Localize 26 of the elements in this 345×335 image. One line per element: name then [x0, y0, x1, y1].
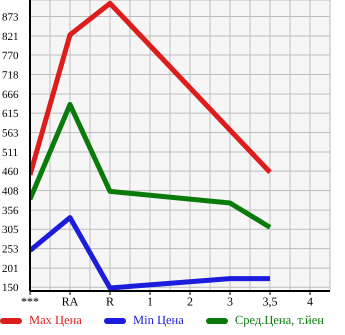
- y-tick-label: 356: [2, 205, 19, 218]
- y-tick-label: 563: [2, 127, 19, 140]
- legend-label: Сред.Цена, т.йен: [234, 313, 324, 328]
- y-tick-label: 460: [2, 166, 19, 178]
- legend-label: Min Цена: [132, 313, 184, 328]
- legend-label: Max Цена: [28, 313, 82, 328]
- x-tick-label: RA: [62, 294, 79, 309]
- y-tick-label: 718: [2, 69, 19, 82]
- y-tick-label: 770: [2, 50, 19, 62]
- y-tick-label: 305: [2, 224, 19, 236]
- y-tick-label: 511: [2, 146, 18, 159]
- x-tick-label: 3,5: [262, 294, 278, 309]
- y-tick-label: 666: [2, 88, 19, 101]
- y-tick-label: 150: [2, 282, 19, 294]
- x-tick-label: ***: [21, 294, 39, 309]
- x-tick-label: R: [106, 294, 114, 309]
- y-tick-label: 873: [2, 11, 19, 24]
- y-tick-label: 615: [2, 108, 19, 120]
- x-tick-label: 3: [227, 294, 233, 309]
- y-tick-label: 253: [2, 244, 19, 256]
- x-tick-label: 4: [307, 294, 313, 309]
- y-tick-label: 821: [2, 30, 18, 43]
- x-tick-label: 2: [187, 294, 193, 309]
- x-tick-label: 1: [147, 294, 153, 309]
- y-tick-label: 201: [2, 263, 18, 276]
- y-tick-label: 408: [2, 186, 19, 198]
